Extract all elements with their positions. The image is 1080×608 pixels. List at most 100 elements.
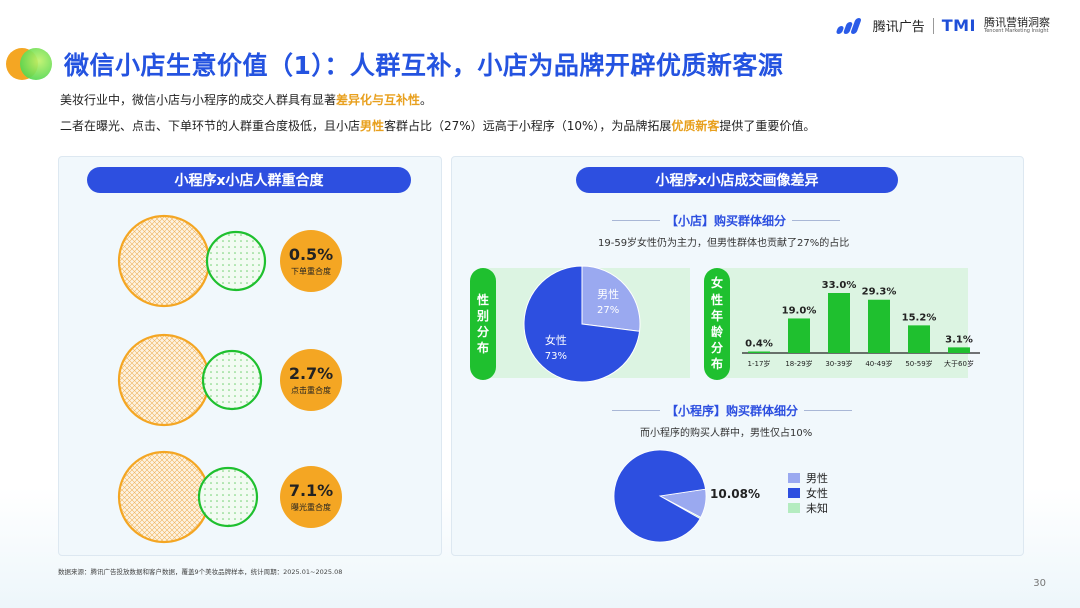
age-bar <box>908 325 930 353</box>
subtitle2-part3: 提供了重要价值。 <box>719 119 816 133</box>
tmi-logo: TMI <box>941 16 976 35</box>
overlap-pct: 2.7% <box>288 364 334 383</box>
tmi-en: Tencent Marketing Insight <box>984 27 1049 34</box>
age-bar <box>828 293 850 353</box>
store-circle <box>197 466 259 528</box>
legend-item: 未知 <box>788 500 828 515</box>
subtitle2-part1: 二者在曝光、点击、下单环节的人群重合度极低，且小店 <box>60 119 361 133</box>
pie-label-name: 男性 <box>597 287 619 301</box>
overlap-pct: 7.1% <box>288 481 334 500</box>
miniprogram-gender-pie: 10.08% <box>613 449 760 543</box>
subtitle1-highlight: 差异化与互补性 <box>336 93 421 107</box>
age-bar <box>948 347 970 353</box>
title-decoration-icon <box>6 44 54 84</box>
age-category-label: 40-49岁 <box>865 359 892 368</box>
store-section-title: 【小店】购买群体细分 <box>612 212 841 229</box>
legend-item: 男性 <box>788 470 828 485</box>
miniprogram-circle <box>117 214 211 308</box>
title-dash-right <box>804 410 853 411</box>
age-bar-value: 3.1% <box>945 334 973 345</box>
age-bar-value: 33.0% <box>822 280 857 291</box>
gender-label-pill: 性别分布 <box>470 268 496 380</box>
store-section-desc: 19-59岁女性仍为主力，但男性群体也贡献了27%的占比 <box>598 238 850 249</box>
miniprogram-title-text: 【小程序】购买群体细分 <box>666 404 799 418</box>
overlap-panel-heading: 小程序x小店人群重合度 <box>87 167 411 193</box>
pie-slice-0 <box>581 265 641 332</box>
brand-header: 腾讯广告 TMI 腾讯营销洞察 Tencent Marketing Insigh… <box>835 16 1050 35</box>
pill-char: 布 <box>710 357 723 372</box>
overlap-label: 曝光重合度 <box>291 503 331 512</box>
age-bar <box>748 351 770 353</box>
tencent-ads-logo-icon <box>835 17 865 34</box>
age-bar <box>868 299 890 353</box>
subtitle1-text: 美妆行业中，微信小店与小程序的成交人群具有显著 <box>60 93 337 107</box>
pie-slice-1 <box>523 265 641 383</box>
miniprogram-section-title: 【小程序】购买群体细分 <box>612 402 853 419</box>
age-bar-value: 0.4% <box>745 339 773 350</box>
venn-diagram <box>117 450 259 544</box>
store-gender-pie: 男性 27% 女性 73% <box>523 265 641 383</box>
legend-swatch <box>788 472 800 483</box>
venn-diagram <box>117 214 267 308</box>
mp-pie-slice-1 <box>613 449 706 543</box>
tmi-text: 腾讯营销洞察 Tencent Marketing Insight <box>984 17 1050 34</box>
store-circle <box>205 230 267 292</box>
legend-label: 女性 <box>806 486 828 500</box>
pie-label-pct: 73% <box>545 351 567 362</box>
mp-pie-data-label: 10.08% <box>710 487 760 501</box>
subtitle-line-2: 二者在曝光、点击、下单环节的人群重合度极低，且小店男性客群占比（27%）远高于小… <box>60 117 815 134</box>
age-bar-value: 15.2% <box>902 312 937 323</box>
subtitle2-highlight1: 男性 <box>360 119 385 133</box>
pie-label-pct: 27% <box>597 305 619 316</box>
age-category-label: 50-59岁 <box>905 359 932 368</box>
miniprogram-circle <box>117 450 211 544</box>
title-row: 微信小店生意价值（1）：人群互补，小店为品牌开辟优质新客源 <box>6 44 783 84</box>
legend-label: 男性 <box>806 471 828 485</box>
legend-swatch <box>788 502 800 513</box>
age-bar <box>788 318 810 353</box>
pie-label-name: 女性 <box>545 333 567 347</box>
overlap-label: 下单重合度 <box>291 267 331 276</box>
pill-char: 分 <box>476 325 489 339</box>
data-source-note: 数据来源：腾讯广告投放数据和客户数据，覆盖9个美妆品牌样本，统计周期：2025.… <box>58 568 343 576</box>
profile-panel-heading: 小程序x小店成交画像差异 <box>576 167 898 193</box>
age-label-pill: 女性年龄分布 <box>704 268 730 380</box>
pill-char: 布 <box>476 341 489 356</box>
miniprogram-circle <box>117 333 211 427</box>
legend-swatch <box>788 487 800 498</box>
overlap-badge: 7.1% 曝光重合度 <box>280 466 342 528</box>
store-title-text: 【小店】购买群体细分 <box>666 214 787 228</box>
age-bar-chart: 0.4% 1-17岁 19.0% 18-29岁 33.0% 30-39岁 29.3% 40-4… <box>742 280 980 368</box>
store-circle <box>201 349 263 411</box>
subtitle2-highlight2: 优质新客 <box>671 119 720 133</box>
tmi-cn: 腾讯营销洞察 <box>984 16 1050 30</box>
overlap-pct: 0.5% <box>288 245 334 264</box>
subtitle2-part2: 客群占比（27%）远高于小程序（10%），为品牌拓展 <box>384 119 672 133</box>
title-dash-left <box>612 220 660 221</box>
title-dash-right <box>792 220 841 221</box>
age-category-label: 大于60岁 <box>944 359 974 368</box>
brand-divider <box>932 17 934 34</box>
subtitle-line-1: 美妆行业中，微信小店与小程序的成交人群具有显著差异化与互补性。 <box>60 91 432 108</box>
pill-char: 性 <box>710 292 723 307</box>
age-category-label: 30-39岁 <box>825 359 852 368</box>
overlap-badge: 2.7% 点击重合度 <box>280 349 342 411</box>
pill-char: 分 <box>710 341 723 356</box>
legend-label: 未知 <box>806 501 828 515</box>
overlap-badge: 0.5% 下单重合度 <box>280 230 342 292</box>
age-bar-value: 29.3% <box>862 287 897 298</box>
subtitle1-end: 。 <box>420 93 433 107</box>
page-title: 微信小店生意价值（1）：人群互补，小店为品牌开辟优质新客源 <box>64 51 784 80</box>
title-dash-left <box>612 410 660 411</box>
brand-name: 腾讯广告 <box>872 20 925 35</box>
pill-char: 性 <box>476 292 489 307</box>
pill-char: 龄 <box>710 325 723 339</box>
age-category-label: 18-29岁 <box>785 359 812 368</box>
pill-char: 别 <box>476 308 489 323</box>
page-number: 30 <box>1033 578 1046 589</box>
pill-char: 女 <box>710 276 723 291</box>
venn-diagram <box>117 333 263 427</box>
legend-item: 女性 <box>788 485 828 500</box>
pill-char: 年 <box>710 308 723 323</box>
age-category-label: 1-17岁 <box>748 359 771 368</box>
